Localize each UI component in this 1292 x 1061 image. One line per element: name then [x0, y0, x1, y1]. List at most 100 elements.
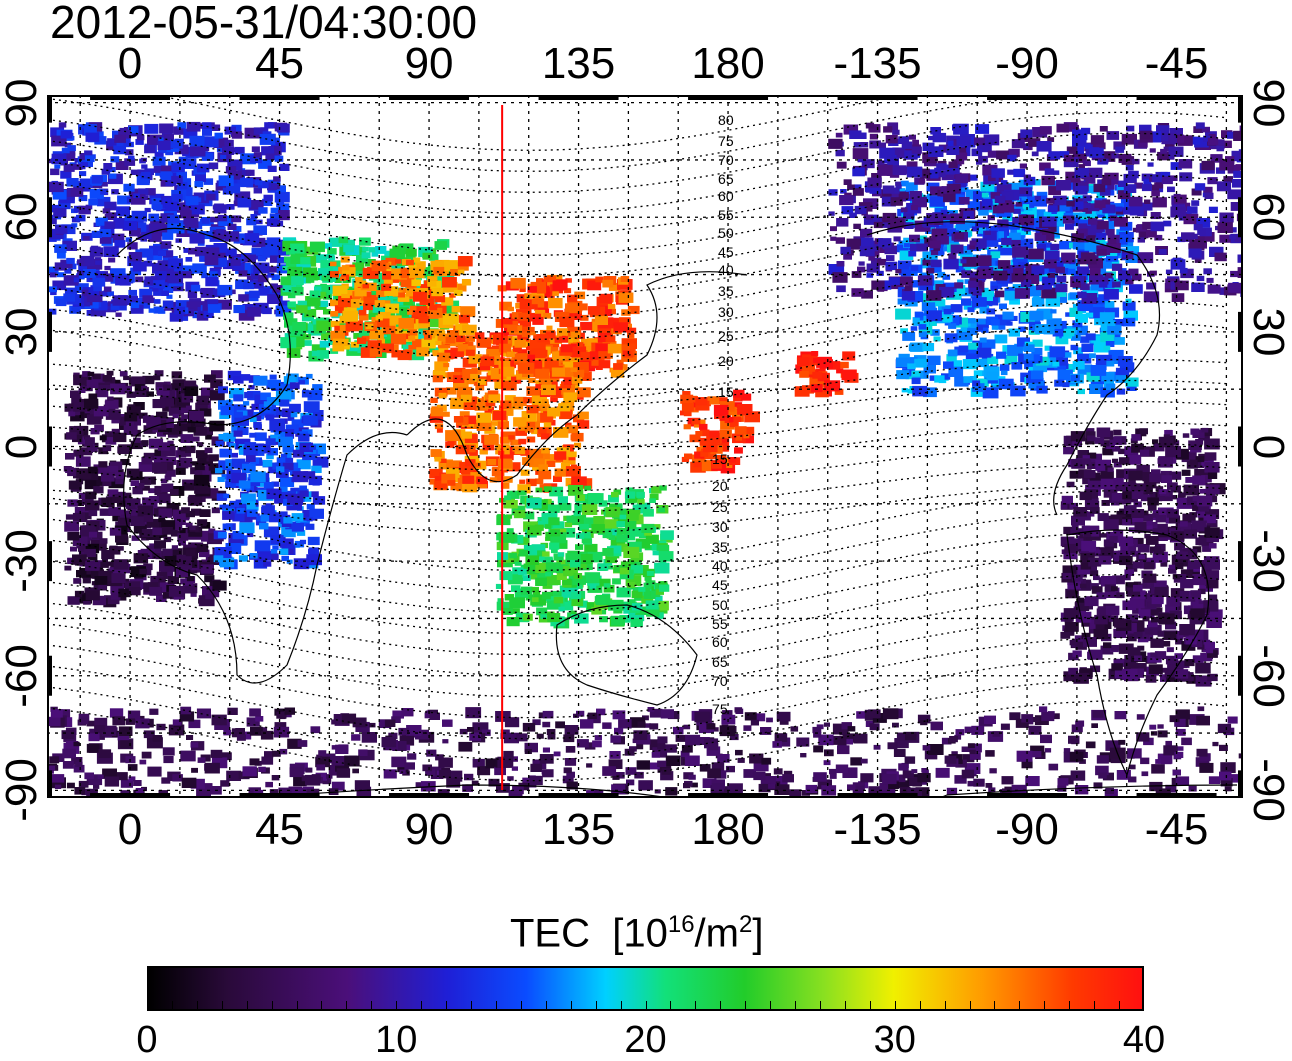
- tec-cell: [127, 469, 140, 478]
- tec-cell: [238, 198, 252, 208]
- tec-cell: [256, 220, 263, 225]
- tec-cell: [234, 147, 244, 154]
- tec-cell: [1166, 597, 1180, 607]
- tec-cell: [519, 480, 525, 484]
- tec-cell: [86, 132, 100, 142]
- tec-cell: [85, 492, 96, 500]
- tec-cell: [1204, 642, 1215, 650]
- tec-cell: [536, 608, 547, 616]
- tec-cell: [141, 440, 148, 445]
- tec-cell: [1085, 596, 1099, 606]
- tec-cell: [275, 192, 290, 203]
- tec-cell: [253, 422, 262, 428]
- tec-cell: [1176, 729, 1186, 736]
- tec-cell: [1111, 586, 1118, 591]
- tec-cell: [298, 740, 308, 747]
- tec-cell: [1184, 485, 1200, 496]
- tec-cell: [110, 528, 121, 536]
- tec-cell: [111, 573, 125, 583]
- tec-cell: [541, 385, 556, 396]
- tec-cell: [1024, 344, 1035, 352]
- tec-cell: [153, 204, 162, 210]
- tec-cell: [610, 735, 621, 742]
- tec-cell: [1192, 476, 1205, 485]
- tec-cell: [484, 435, 499, 445]
- tec-cell: [149, 709, 158, 715]
- tec-cell: [141, 164, 147, 168]
- tec-cell: [993, 731, 1001, 737]
- tec-cell: [536, 488, 543, 493]
- tec-cell: [586, 763, 592, 767]
- tec-cell: [545, 572, 551, 576]
- tec-cell: [653, 551, 660, 556]
- tec-cell: [218, 477, 225, 482]
- tec-cell: [995, 335, 1008, 344]
- tec-cell: [1190, 429, 1199, 435]
- tec-cell: [1044, 212, 1052, 217]
- tec-cell: [123, 376, 129, 380]
- tec-cell: [137, 135, 145, 140]
- tec-cell: [914, 359, 927, 368]
- tec-cell: [930, 196, 945, 207]
- tec-cell: [734, 417, 742, 422]
- tec-cell: [287, 348, 301, 358]
- tec-cell: [1052, 362, 1059, 367]
- tec-cell: [440, 459, 446, 463]
- tec-cell: [1182, 470, 1191, 476]
- tec-cell: [408, 336, 415, 341]
- tec-cell: [462, 279, 471, 286]
- tec-cell: [1118, 740, 1125, 745]
- tec-cell: [1171, 531, 1185, 541]
- tec-cell: [130, 516, 145, 526]
- tec-cell: [1181, 738, 1192, 746]
- tec-cell: [446, 387, 456, 394]
- tec-cell: [231, 453, 238, 458]
- tec-cell: [434, 457, 441, 462]
- tec-cell: [1060, 632, 1070, 639]
- tec-cell: [915, 312, 924, 318]
- tec-cell: [258, 275, 269, 283]
- tec-cell: [800, 753, 806, 757]
- tec-cell: [850, 757, 862, 765]
- tec-cell: [1149, 474, 1161, 483]
- tec-cell: [162, 549, 173, 556]
- tec-cell: [963, 376, 973, 383]
- tec-cell: [999, 379, 1014, 390]
- tec-cell: [442, 720, 453, 727]
- tec-cell: [162, 232, 173, 240]
- top-tick-label-5: -135: [834, 42, 922, 86]
- tec-cell: [604, 583, 610, 588]
- tec-cell: [152, 553, 160, 559]
- tec-cell: [1067, 591, 1077, 598]
- tec-cell: [223, 524, 233, 531]
- tec-cell: [114, 135, 126, 143]
- tec-cell: [202, 129, 212, 136]
- tec-cell: [547, 407, 560, 416]
- tec-cell: [564, 767, 572, 773]
- right-tick-label-5: -60: [1246, 644, 1290, 708]
- tec-cell: [951, 304, 963, 312]
- tec-cell: [991, 251, 1001, 258]
- tec-cell: [435, 241, 448, 250]
- tec-cell: [1165, 741, 1172, 746]
- tec-cell: [291, 276, 304, 285]
- tec-cell: [1081, 541, 1096, 551]
- tec-cell: [269, 420, 285, 431]
- tec-cell: [1102, 500, 1110, 506]
- tec-cell: [1146, 521, 1152, 525]
- tec-cell: [447, 480, 455, 486]
- tec-cell: [194, 181, 203, 187]
- tec-cell: [431, 449, 442, 457]
- tec-cell: [1129, 527, 1136, 532]
- tec-cell: [201, 218, 209, 224]
- tec-cell: [142, 752, 152, 759]
- tec-cell: [508, 435, 514, 439]
- tec-cell: [95, 576, 108, 585]
- tec-cell: [369, 723, 375, 728]
- tec-cell: [159, 124, 173, 134]
- tec-cell: [370, 348, 382, 357]
- tec-cell: [100, 435, 107, 440]
- tec-cell: [1118, 356, 1133, 366]
- tec-cell: [1180, 521, 1188, 527]
- tec-cell: [103, 246, 118, 257]
